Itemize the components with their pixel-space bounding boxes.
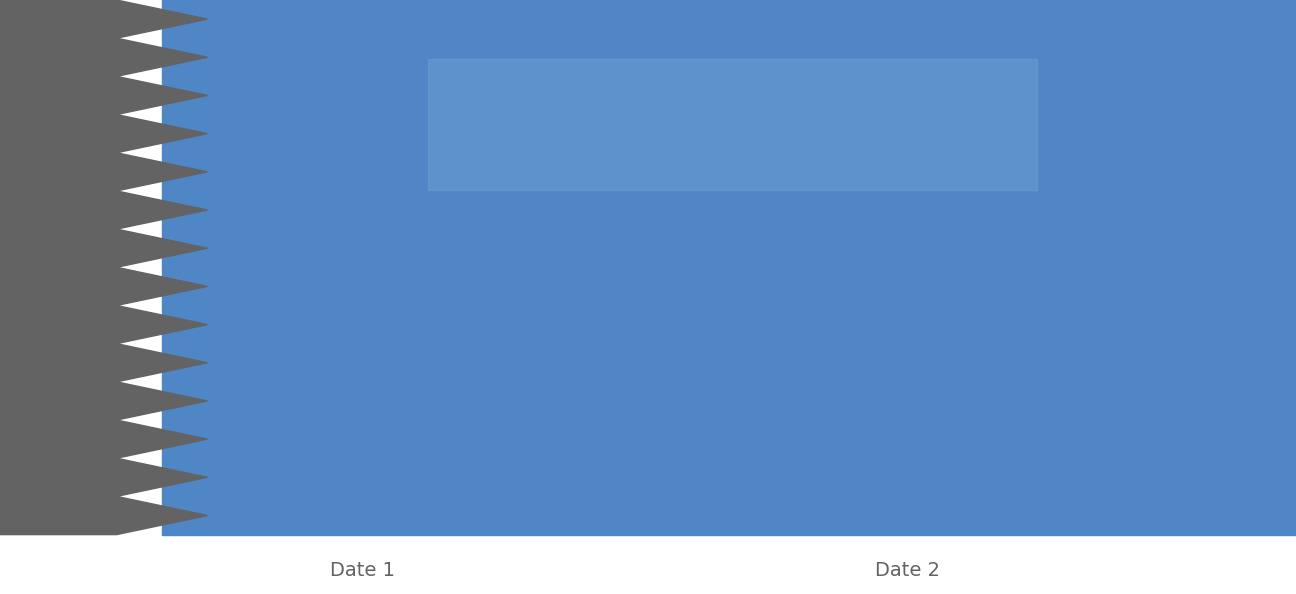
Text: Date 1: Date 1 xyxy=(330,561,395,580)
Text: Date 2: Date 2 xyxy=(875,561,940,580)
Polygon shape xyxy=(0,0,207,535)
